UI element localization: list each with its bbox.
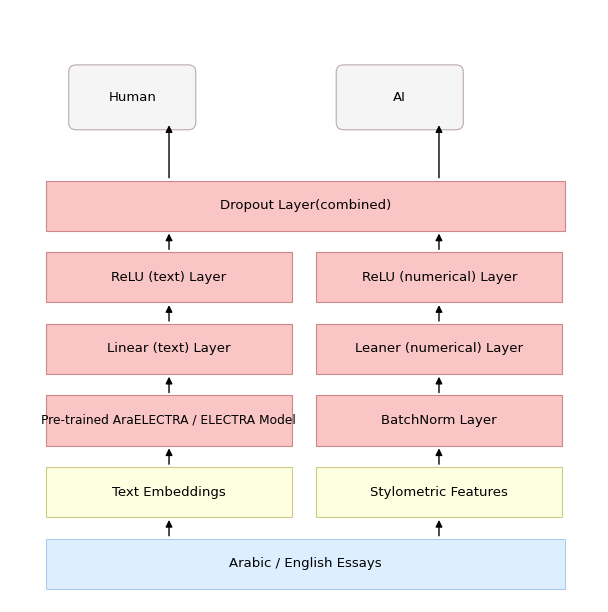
FancyBboxPatch shape	[46, 467, 292, 517]
Text: ReLU (text) Layer: ReLU (text) Layer	[111, 271, 226, 284]
FancyBboxPatch shape	[46, 252, 292, 302]
Text: Linear (text) Layer: Linear (text) Layer	[107, 342, 230, 356]
Text: ReLU (numerical) Layer: ReLU (numerical) Layer	[362, 271, 517, 284]
Text: Dropout Layer(combined): Dropout Layer(combined)	[220, 199, 391, 212]
FancyBboxPatch shape	[316, 467, 562, 517]
FancyBboxPatch shape	[46, 539, 565, 589]
FancyBboxPatch shape	[46, 181, 565, 231]
Text: Arabic / English Essays: Arabic / English Essays	[229, 557, 382, 570]
Text: BatchNorm Layer: BatchNorm Layer	[381, 414, 497, 427]
FancyBboxPatch shape	[46, 395, 292, 446]
Text: Human: Human	[108, 91, 156, 104]
FancyBboxPatch shape	[316, 324, 562, 374]
Text: AI: AI	[393, 91, 406, 104]
FancyBboxPatch shape	[316, 252, 562, 302]
FancyBboxPatch shape	[46, 324, 292, 374]
Text: Pre-trained AraELECTRA / ELECTRA Model: Pre-trained AraELECTRA / ELECTRA Model	[41, 414, 296, 427]
FancyBboxPatch shape	[336, 65, 463, 130]
FancyBboxPatch shape	[69, 65, 196, 130]
FancyBboxPatch shape	[316, 395, 562, 446]
Text: Leaner (numerical) Layer: Leaner (numerical) Layer	[355, 342, 523, 356]
Text: Text Embeddings: Text Embeddings	[112, 485, 226, 499]
Text: Stylometric Features: Stylometric Features	[370, 485, 508, 499]
